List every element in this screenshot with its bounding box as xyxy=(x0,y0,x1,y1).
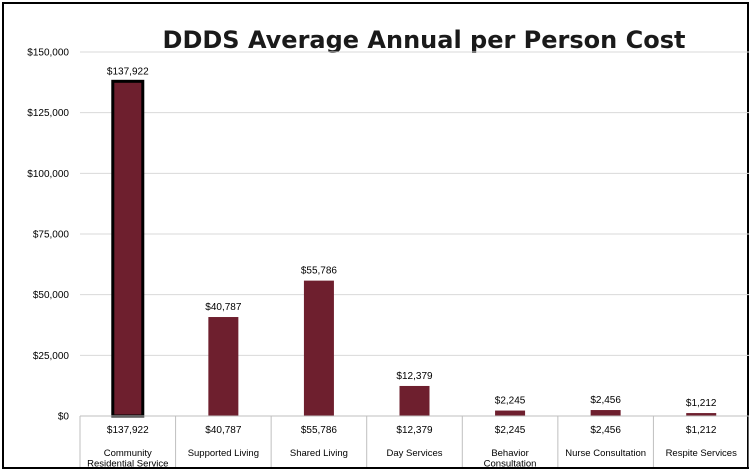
bars xyxy=(111,79,717,418)
table-category-cell: Day Services xyxy=(387,448,443,459)
y-tick-label: $25,000 xyxy=(33,351,70,362)
y-axis-ticks: $0 $25,000 $50,000 $75,000 $100,000 $125,000 $… xyxy=(27,48,69,423)
bar xyxy=(686,413,717,416)
table-value-cell: $55,786 xyxy=(301,425,338,436)
table-value-cell: $137,922 xyxy=(107,425,149,436)
bar xyxy=(111,79,145,418)
y-tick-label: $50,000 xyxy=(33,290,70,301)
table-value-cell: $40,787 xyxy=(205,425,242,436)
table-category-cell: Supported Living xyxy=(188,448,259,459)
table-category-cell: Residential Service xyxy=(87,459,168,468)
bar xyxy=(303,280,334,416)
bar xyxy=(495,410,526,416)
data-label: $137,922 xyxy=(107,66,149,77)
table-category-cell: Community xyxy=(104,448,152,459)
gridlines xyxy=(80,51,749,356)
data-label: $2,245 xyxy=(495,396,526,407)
bar xyxy=(590,410,621,416)
table-category-cell: Nurse Consultation xyxy=(565,448,646,459)
table-category-cell: Respite Services xyxy=(666,448,738,459)
data-label: $12,379 xyxy=(396,371,433,382)
bar xyxy=(208,317,239,416)
y-tick-label: $100,000 xyxy=(27,169,69,180)
table-category-cell: Behavior xyxy=(491,448,529,459)
y-tick-label: $0 xyxy=(58,412,70,423)
data-label: $55,786 xyxy=(301,266,338,277)
table-value-cell: $12,379 xyxy=(396,425,433,436)
data-labels: $137,922 $40,787 $55,786 $12,379 $2,245 $2,45… xyxy=(107,66,717,409)
data-label: $40,787 xyxy=(205,302,242,313)
table-value-cell: $2,456 xyxy=(590,425,621,436)
y-tick-label: $125,000 xyxy=(27,108,69,119)
y-tick-label: $150,000 xyxy=(27,48,69,59)
table-value-cell: $1,212 xyxy=(686,425,717,436)
chart-title: DDDS Average Annual per Person Cost xyxy=(163,26,686,54)
data-label: $2,456 xyxy=(590,395,621,406)
bar xyxy=(399,385,430,416)
bar-chart: DDDS Average Annual per Person Cost $0 $2… xyxy=(27,26,749,468)
table-value-cell: $2,245 xyxy=(495,425,526,436)
table-category-cell: Consultation xyxy=(484,459,537,468)
y-tick-label: $75,000 xyxy=(33,230,70,241)
chart-frame: DDDS Average Annual per Person Cost $0 $2… xyxy=(2,2,749,469)
table-category-cell: Shared Living xyxy=(290,448,348,459)
data-label: $1,212 xyxy=(686,398,717,409)
